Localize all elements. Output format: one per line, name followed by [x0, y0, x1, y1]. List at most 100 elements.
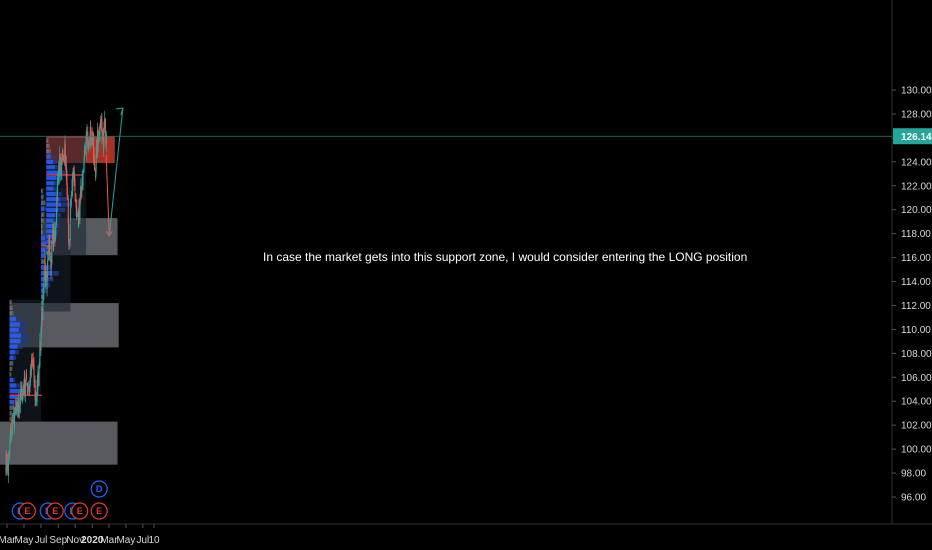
candle-body — [42, 296, 44, 320]
volume-profile-bar — [9, 377, 14, 383]
price-tick-label: 128.00 — [901, 109, 932, 120]
candle-body — [49, 257, 51, 258]
candle-body — [33, 364, 35, 382]
volume-profile-bar — [9, 344, 18, 349]
price-tick-label: 106.00 — [901, 373, 932, 384]
volume-profile-bar — [40, 247, 46, 253]
candle-body — [29, 369, 31, 383]
volume-profile-bar — [53, 186, 59, 191]
volume-profile-bar — [20, 322, 27, 327]
price-tick-label: 122.00 — [901, 181, 932, 192]
candle-body — [74, 193, 76, 201]
current-price-badge — [893, 128, 932, 145]
candle-body — [61, 159, 63, 173]
volume-profile-bar — [52, 159, 58, 164]
price-tick-label: 124.00 — [901, 157, 932, 168]
volume-profile-bar — [40, 235, 45, 241]
volume-profile-bar — [13, 355, 17, 360]
candle-body — [22, 389, 24, 399]
candle-body — [33, 379, 35, 384]
volume-profile-bar — [55, 191, 62, 196]
price-tick-label: 112.00 — [901, 301, 931, 312]
current-price-layer: 126.14 — [0, 128, 932, 145]
candle-body — [39, 341, 41, 351]
candle-body — [64, 147, 66, 161]
volume-profile-bar — [9, 388, 21, 394]
candle-body — [47, 259, 49, 273]
candle-body — [16, 402, 18, 404]
volume-profile-bar — [46, 202, 62, 207]
candle-body — [81, 177, 84, 181]
volume-profile-bar — [9, 366, 12, 372]
volume-profile-bar — [10, 372, 12, 377]
volume-profile-bar — [48, 143, 50, 148]
volume-profile-bar — [51, 270, 59, 276]
volume-profile-bar — [9, 399, 15, 405]
volume-profile-bar — [40, 306, 43, 311]
projection-down-line — [105, 154, 110, 237]
candle-body — [32, 359, 34, 368]
volume-profile-bar — [44, 235, 48, 241]
volume-profile-bar — [46, 175, 57, 180]
price-tick-label: 118.00 — [901, 229, 931, 240]
candle-body — [37, 373, 39, 384]
candle-body — [57, 168, 60, 182]
candle-body — [69, 224, 71, 241]
volume-profile-bar — [21, 333, 29, 338]
candle-body — [42, 294, 44, 300]
volume-profile-bar — [46, 143, 49, 148]
candle-body — [79, 202, 81, 221]
candle-body — [83, 156, 85, 166]
price-tick-label: 108.00 — [901, 349, 932, 360]
candle-body — [89, 133, 91, 150]
volume-profile-bar — [9, 411, 11, 416]
candle-body — [35, 400, 37, 402]
volume-profile-bar — [50, 154, 54, 159]
candle-body — [52, 231, 54, 245]
volume-profile-bar — [46, 207, 59, 212]
dividend-marker: D — [90, 480, 108, 498]
volume-profile-bar — [40, 206, 45, 212]
volume-profile-bar — [11, 361, 14, 366]
volume-profile-bar — [44, 206, 47, 212]
volume-profile-bar — [9, 383, 16, 388]
time-tick-label: Jul — [35, 535, 48, 546]
projection-up-line — [108, 107, 124, 237]
candle-body — [84, 145, 86, 152]
candle-body — [23, 377, 26, 394]
price-tick-label: 98.00 — [901, 469, 926, 480]
volume-profile-bar — [40, 194, 43, 200]
marker-letter: E — [24, 506, 30, 516]
volume-profile-bar — [47, 138, 49, 143]
time-tick-label: Mar — [100, 535, 118, 546]
time-tick-label: Nov — [66, 535, 84, 546]
volume-profile-bar — [40, 294, 44, 300]
volume-profile-bar — [40, 253, 45, 259]
candle-body — [87, 131, 89, 148]
candle-body — [13, 416, 16, 429]
earnings-marker: E — [18, 502, 36, 520]
volume-profile-bar — [46, 197, 60, 202]
projection-up-arrowhead — [115, 107, 124, 116]
volume-profile-bar — [11, 405, 14, 410]
candle-body — [15, 403, 18, 414]
marker-letter: E — [77, 506, 83, 516]
price-tick-label: 102.00 — [901, 421, 932, 432]
annotation-text: In case the market gets into this suppor… — [263, 250, 747, 264]
candle-body — [36, 385, 38, 402]
candle-body — [39, 340, 41, 366]
marker-letter: D — [96, 484, 103, 494]
time-tick-label: Jul — [137, 535, 150, 546]
volume-profile-bar — [10, 416, 12, 421]
marker-letter: E — [52, 506, 58, 516]
volume-profile-bar — [9, 316, 16, 322]
volume-profile-bar — [9, 350, 16, 355]
price-tick-label: 104.00 — [901, 397, 932, 408]
candle-body — [56, 182, 58, 197]
candle-body — [25, 374, 28, 380]
candle-body — [31, 360, 33, 362]
volume-profile-bar — [9, 305, 12, 310]
price-tick-label: 116.00 — [901, 253, 931, 264]
